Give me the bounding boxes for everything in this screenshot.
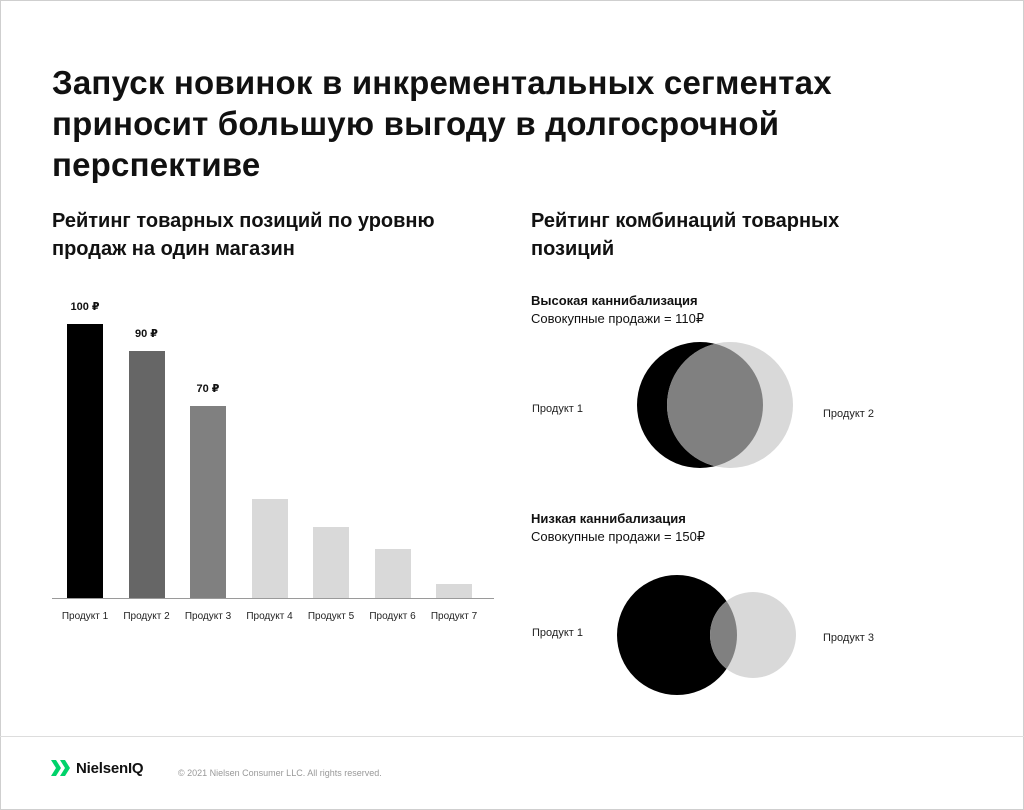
nielseniq-logo-text: NielsenIQ [76,759,144,777]
venn-high-label-product-1: Продукт 1 [532,403,583,415]
bar-value-label-1: 100 ₽ [70,301,100,313]
copyright-text: © 2021 Nielsen Consumer LLC. All rights … [178,768,382,778]
bar-value-label-3: 70 ₽ [196,383,220,396]
venn-section-subtitle: Рейтинг комбинаций товарных позиций [531,210,840,260]
bar-3 [190,406,226,598]
venn-high-heading: Высокая каннибализация [531,293,698,308]
nielseniq-logo: NielsenIQ [50,758,144,778]
venn-high-label-product-2: Продукт 2 [823,408,874,420]
venn-low-overlap [710,601,737,669]
bar-chart-subtitle: Рейтинг товарных позиций по уровню прода… [52,210,435,260]
bar-5 [313,526,349,598]
category-label-1: Продукт 1 [61,611,109,622]
bar-2 [128,351,165,598]
venn-high-cannibalization [637,342,793,468]
venn-low-circle-product-1 [617,575,737,695]
venn-low-label-product-1: Продукт 1 [532,627,583,639]
bar-6 [374,548,411,598]
category-label-3: Продукт 3 [184,611,232,622]
x-axis-line [52,598,494,599]
footer-divider [0,736,1024,737]
venn-low-header: Низкая каннибализация Совокупные продажи… [531,510,705,546]
venn-low-label-product-3: Продукт 3 [823,632,874,644]
category-label-4: Продукт 4 [246,611,293,622]
bar-7 [436,584,472,598]
venn-high-header: Высокая каннибализация Совокупные продаж… [531,292,704,328]
bar-4 [251,499,288,598]
bar-1 [67,324,103,598]
bar-value-label-2: 90 ₽ [135,328,158,341]
category-label-5: Продукт 5 [307,611,355,622]
category-label-7: Продукт 7 [430,611,478,622]
venn-low-heading: Низкая каннибализация [531,511,686,526]
venn-low-cannibalization [617,575,796,695]
venn-low-total: Совокупные продажи = 150₽ [531,529,706,544]
category-label-6: Продукт 6 [369,611,416,622]
category-label-2: Продукт 2 [123,611,170,622]
slide-title: Запуск новинок в инкрементальных сегмент… [52,64,832,183]
venn-high-overlap [667,343,763,467]
venn-high-total: Совокупные продажи = 110₽ [531,311,705,326]
nielseniq-logo-icon [51,760,70,776]
